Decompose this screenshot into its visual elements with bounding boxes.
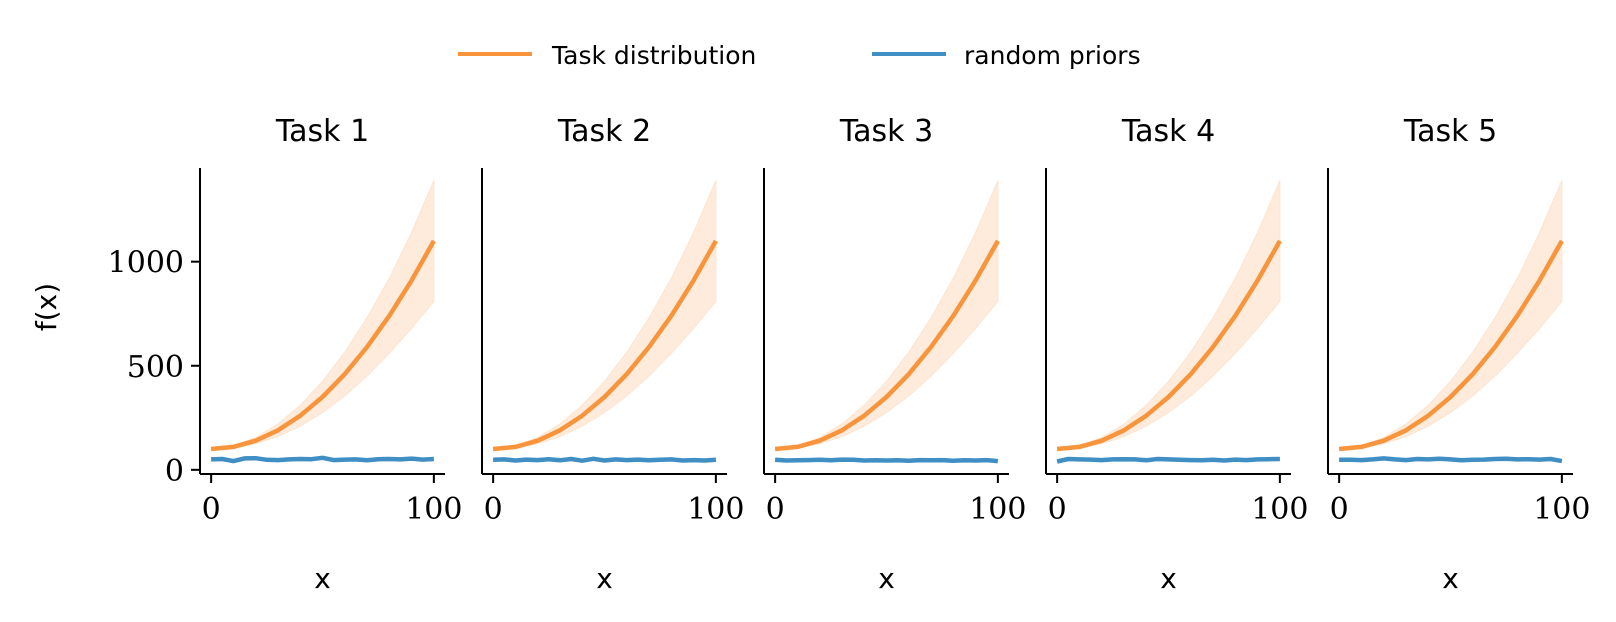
panel-title: Task 2 <box>557 114 651 149</box>
y-tick-label: 500 <box>127 350 184 385</box>
random-priors-line <box>774 457 999 464</box>
panel-task-3: Task 3 0 100 x <box>763 114 1026 595</box>
panel-task-5: Task 5 0 100 x <box>1327 114 1590 595</box>
x-axis-label: x <box>878 562 895 595</box>
x-axis-label: x <box>596 562 613 595</box>
task-distribution-band <box>1057 180 1281 450</box>
panel-title: Task 5 <box>1403 114 1497 149</box>
legend-label-task-distribution: Task distribution <box>551 41 756 70</box>
task-distribution-line <box>492 239 718 452</box>
x-tick-label: 100 <box>1533 492 1590 527</box>
x-tick-label: 0 <box>202 492 221 527</box>
task-distribution-band <box>493 180 717 450</box>
y-tick-label: 0 <box>165 454 184 489</box>
x-tick-label: 0 <box>1048 492 1067 527</box>
random-priors-line <box>1056 456 1280 464</box>
panel-title: Task 4 <box>1121 114 1215 149</box>
task-distribution-line <box>1056 239 1282 452</box>
x-tick-label: 100 <box>1251 492 1308 527</box>
panel-title: Task 1 <box>275 114 369 149</box>
task-distribution-band <box>1339 180 1563 450</box>
x-tick-label: 100 <box>405 492 462 527</box>
x-tick-label: 100 <box>687 492 744 527</box>
task-distribution-band <box>775 180 999 450</box>
random-priors-line <box>1339 456 1563 464</box>
y-tick-label: 1000 <box>108 246 184 281</box>
x-tick-label: 100 <box>969 492 1026 527</box>
x-axis-label: x <box>1160 562 1177 595</box>
y-axis-label: f(x) <box>30 283 63 331</box>
x-axis-label: x <box>1442 562 1459 595</box>
legend-label-random-priors: random priors <box>964 41 1141 70</box>
panel-title: Task 3 <box>839 114 933 149</box>
task-distribution-line <box>774 239 1000 452</box>
task-distribution-line <box>210 239 436 452</box>
x-axis-label: x <box>314 562 331 595</box>
random-priors-line <box>211 455 435 464</box>
panel-task-2: Task 2 0 100 x <box>481 114 744 595</box>
task-distribution-line <box>1338 239 1564 452</box>
x-tick-label: 0 <box>766 492 785 527</box>
task-distribution-band <box>211 180 435 450</box>
random-priors-line <box>493 456 717 463</box>
panel-task-4: Task 4 0 100 x <box>1045 114 1308 595</box>
x-tick-label: 0 <box>484 492 503 527</box>
legend: Task distribution random priors <box>458 41 1141 70</box>
x-tick-label: 0 <box>1330 492 1349 527</box>
